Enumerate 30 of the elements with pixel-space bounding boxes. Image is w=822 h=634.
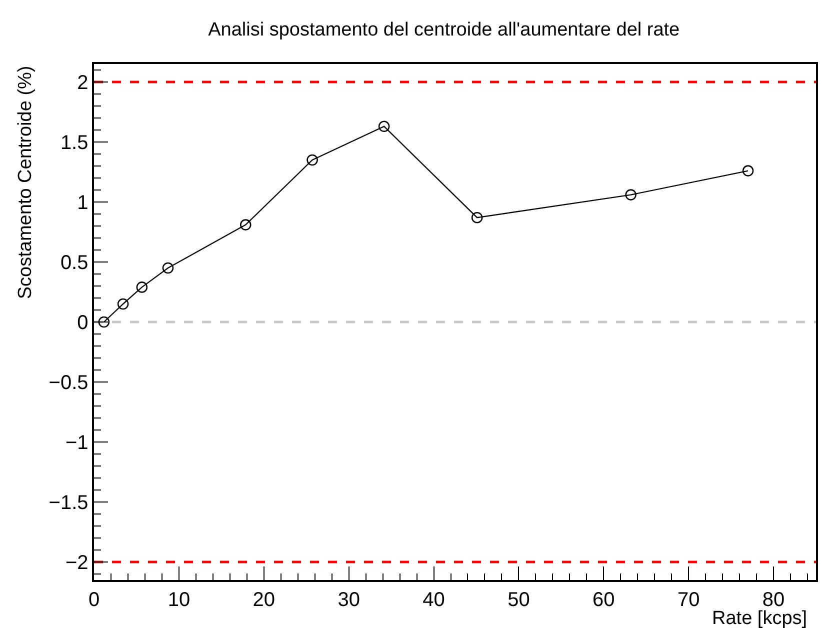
y-tick-label: 1.5: [60, 132, 88, 154]
x-tick-label: 80: [762, 588, 785, 611]
point: [117, 298, 129, 310]
point: [378, 120, 390, 132]
chart-title: Analisi spostamento del centroide all'aumentare del rate: [208, 19, 680, 40]
y-tick-label: 0.5: [60, 252, 88, 274]
x-tick-label: 40: [422, 588, 445, 611]
point: [98, 316, 110, 328]
y-axis-title: Scostamento Centroide (%): [15, 66, 36, 300]
y-tick-label: 1: [77, 192, 88, 214]
y-tick-label: −2: [65, 552, 88, 574]
x-axis-title: Rate [kcps]: [712, 608, 808, 629]
point: [625, 189, 636, 200]
point: [240, 219, 252, 230]
point: [162, 262, 174, 274]
x-tick-label: 70: [677, 588, 700, 611]
y-tick-label: −1.5: [48, 492, 88, 514]
x-tick-label: 20: [252, 588, 276, 611]
y-tick-label: −0.5: [48, 372, 88, 394]
point: [136, 282, 148, 293]
x-tick-label: 60: [592, 588, 615, 611]
y-tick-label: −1: [65, 432, 88, 454]
point: [471, 212, 483, 224]
point: [306, 154, 318, 166]
y-tick-label: 0: [77, 312, 88, 334]
x-tick-label: 30: [338, 588, 360, 611]
x-tick-label: 10: [168, 588, 190, 611]
y-tick-label: 2: [77, 72, 88, 94]
x-tick-label: 50: [508, 588, 530, 611]
point: [742, 165, 754, 176]
